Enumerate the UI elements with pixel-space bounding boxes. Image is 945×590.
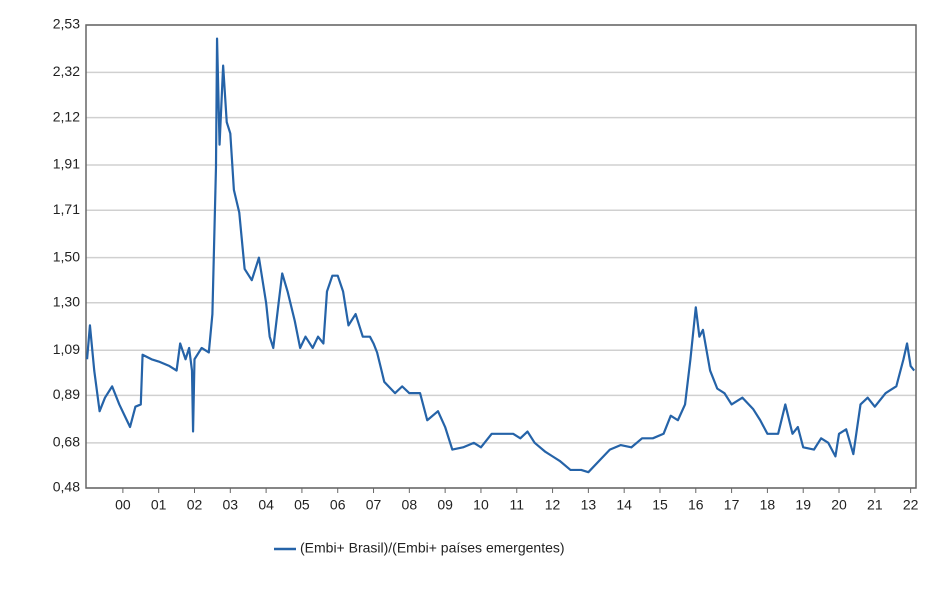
x-tick-label: 01	[151, 497, 167, 513]
x-tick-label: 17	[724, 497, 740, 513]
x-tick-label: 03	[223, 497, 239, 513]
x-tick-label: 13	[581, 497, 597, 513]
x-tick-label: 11	[509, 497, 524, 513]
x-tick-label: 09	[437, 497, 453, 513]
x-tick-label: 19	[795, 497, 811, 513]
y-tick-label: 1,09	[53, 341, 80, 357]
x-tick-label: 22	[903, 497, 919, 513]
x-tick-label: 04	[258, 497, 274, 513]
x-tick-label: 06	[330, 497, 346, 513]
x-tick-label: 07	[366, 497, 382, 513]
x-tick-label: 20	[831, 497, 847, 513]
y-tick-label: 1,91	[53, 156, 80, 172]
x-tick-label: 02	[187, 497, 203, 513]
x-tick-label: 08	[402, 497, 418, 513]
y-tick-label: 0,68	[53, 434, 80, 450]
y-tick-label: 1,30	[53, 294, 80, 310]
plot-frame	[85, 24, 917, 489]
y-tick-label: 1,50	[53, 248, 80, 264]
x-tick-label: 00	[115, 497, 131, 513]
data-line	[85, 37, 916, 474]
x-tick-label: 12	[545, 497, 561, 513]
y-tick-label: 0,48	[53, 479, 80, 495]
y-tick-label: 2,32	[53, 63, 80, 79]
x-tick-label: 15	[652, 497, 668, 513]
legend-label: (Embi+ Brasil)/(Embi+ países emergentes)	[300, 540, 565, 556]
x-tick-label: 14	[616, 497, 632, 513]
y-tick-label: 2,53	[53, 16, 80, 32]
x-tick-label: 18	[760, 497, 776, 513]
x-tick-label: 16	[688, 497, 704, 513]
y-tick-label: 1,71	[53, 201, 80, 217]
y-tick-label: 2,12	[53, 108, 80, 124]
x-tick-label: 05	[294, 497, 310, 513]
x-tick-label: 10	[473, 497, 489, 513]
y-tick-label: 0,89	[53, 386, 80, 402]
x-tick-label: 21	[867, 497, 883, 513]
